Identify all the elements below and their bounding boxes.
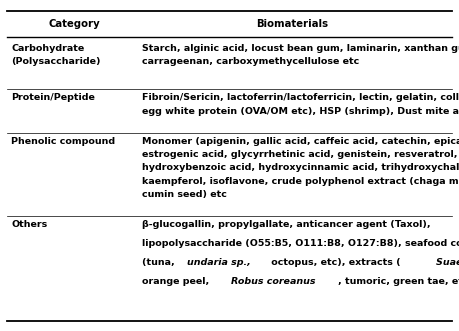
Text: Robus coreanus: Robus coreanus	[231, 277, 315, 286]
Text: Starch, alginic acid, locust bean gum, laminarin, xanthan gum,
carrageenan, carb: Starch, alginic acid, locust bean gum, l…	[142, 44, 459, 66]
Text: Others: Others	[11, 220, 48, 229]
Text: orange peel,: orange peel,	[142, 277, 212, 286]
Text: octopus, etc), extracts (: octopus, etc), extracts (	[268, 258, 401, 267]
Text: Carbohydrate
(Polysaccharide): Carbohydrate (Polysaccharide)	[11, 44, 101, 66]
Text: Fibroin/Sericin, lactoferrin/lactoferricin, lectin, gelatin, collagen,
egg white: Fibroin/Sericin, lactoferrin/lactoferric…	[142, 93, 459, 116]
Text: Phenolic compound: Phenolic compound	[11, 137, 116, 146]
Text: β-glucogallin, propylgallate, anticancer agent (Taxol),: β-glucogallin, propylgallate, anticancer…	[142, 220, 431, 229]
Text: lipopolysaccharide (O55:B5, O111:B8, O127:B8), seafood cooking drips: lipopolysaccharide (O55:B5, O111:B8, O12…	[142, 239, 459, 248]
Text: undaria sp.,: undaria sp.,	[187, 258, 251, 267]
Text: (tuna,: (tuna,	[142, 258, 178, 267]
Text: Biomaterials: Biomaterials	[257, 20, 329, 29]
Text: Monomer (apigenin, gallic acid, caffeic acid, catechin, epicatechin,
estrogenic : Monomer (apigenin, gallic acid, caffeic …	[142, 137, 459, 199]
Text: Protein/Peptide: Protein/Peptide	[11, 93, 95, 103]
Text: Suaeda japonica,: Suaeda japonica,	[436, 258, 459, 267]
Text: , tumoric, green tae, etc) etc: , tumoric, green tae, etc) etc	[338, 277, 459, 286]
Text: Category: Category	[49, 20, 100, 29]
